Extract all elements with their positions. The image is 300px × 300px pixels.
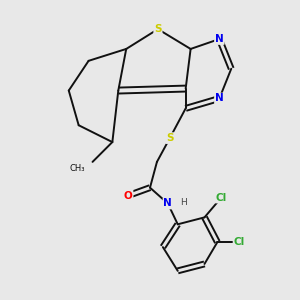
- Text: N: N: [215, 94, 224, 103]
- Text: H: H: [180, 198, 187, 207]
- Text: S: S: [166, 133, 174, 143]
- Text: N: N: [164, 199, 172, 208]
- Text: O: O: [124, 190, 133, 201]
- Text: S: S: [154, 24, 162, 34]
- Text: CH₃: CH₃: [69, 164, 85, 173]
- Text: Cl: Cl: [233, 237, 245, 247]
- Text: N: N: [215, 34, 224, 44]
- Text: Cl: Cl: [216, 193, 227, 202]
